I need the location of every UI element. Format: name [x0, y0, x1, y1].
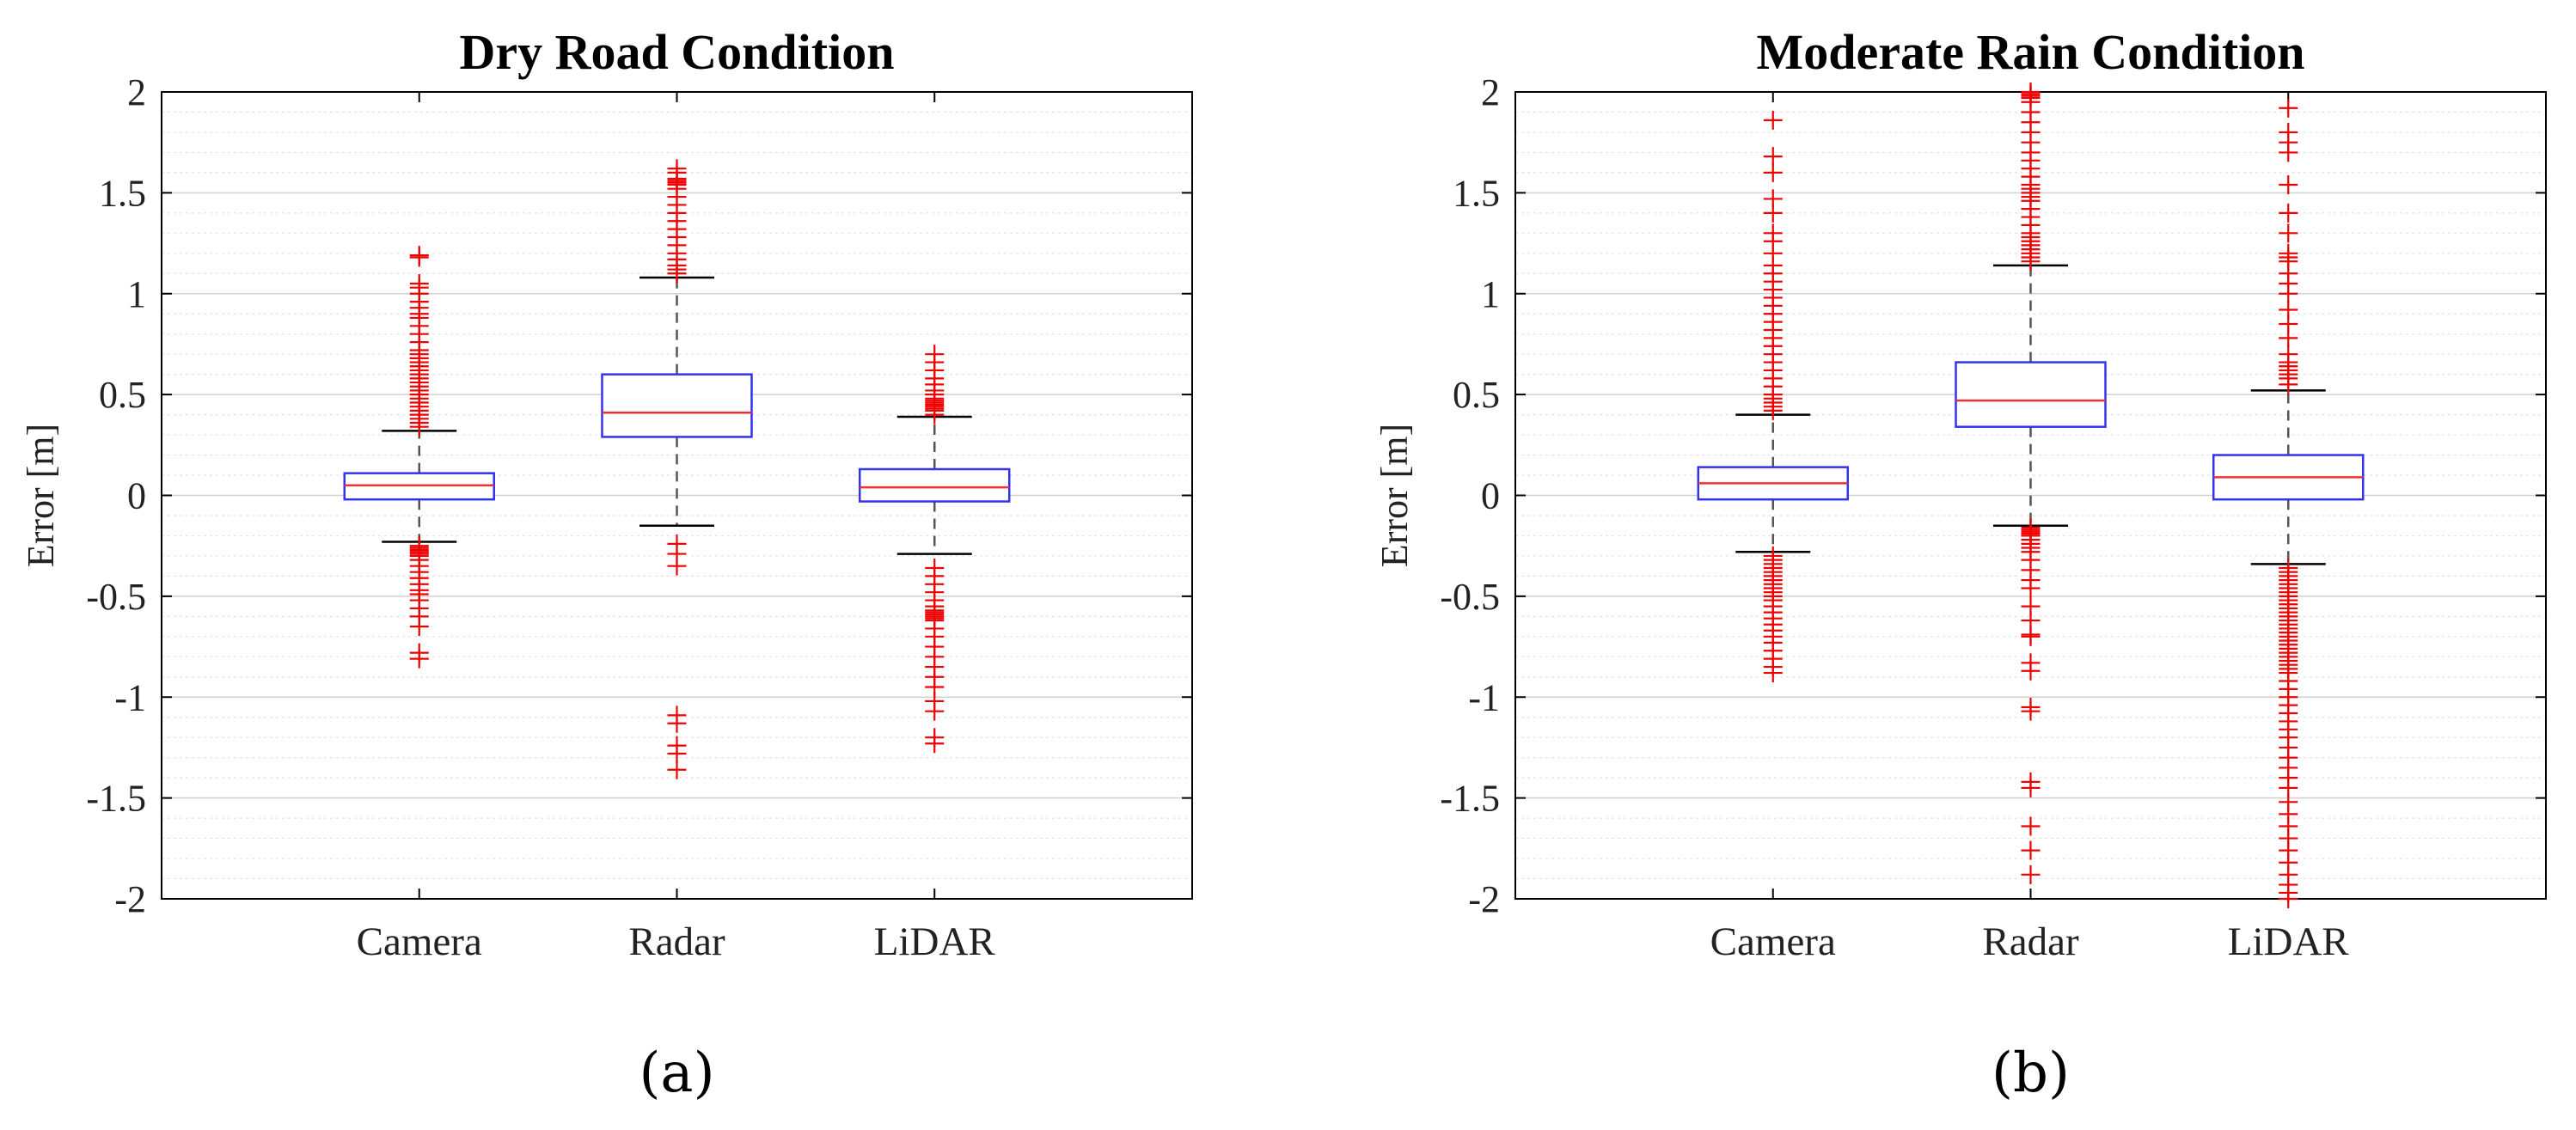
outlier-point — [667, 159, 687, 179]
iqr-box — [1955, 361, 2107, 428]
panel-label-a: (a) — [639, 1041, 714, 1105]
y-tick-label: 2 — [1481, 71, 1500, 113]
y-tick-label: -1 — [114, 676, 146, 718]
box-radar — [601, 159, 753, 779]
category-label: Radar — [628, 919, 725, 964]
outlier-point — [2279, 174, 2298, 194]
outlier-point — [409, 246, 429, 266]
outlier-point — [2279, 98, 2298, 118]
outlier-point — [2279, 122, 2298, 142]
box-radar — [1955, 82, 2107, 884]
chart-a-ylabel: Error [m] — [20, 424, 62, 567]
outlier-point — [667, 743, 687, 763]
y-tick-label: 1.5 — [99, 172, 146, 214]
outlier-point — [1763, 663, 1783, 683]
y-tick-label: -0.5 — [1440, 576, 1500, 618]
outlier-point — [1763, 162, 1783, 182]
y-tick-label: -1.5 — [1440, 778, 1500, 820]
y-tick-label: 0.5 — [1453, 374, 1500, 416]
outlier-point — [1763, 110, 1783, 130]
y-tick-label: 0.5 — [99, 374, 146, 416]
chart-b-ylabel: Error [m] — [1374, 424, 1416, 567]
outliers — [409, 246, 429, 669]
outlier-point — [667, 713, 687, 733]
outlier-point — [2021, 816, 2041, 836]
outlier-point — [2021, 778, 2041, 797]
y-tick-label: -2 — [1468, 878, 1500, 920]
outlier-point — [2021, 82, 2041, 101]
box-camera — [343, 246, 495, 669]
category-label: LiDAR — [874, 919, 996, 964]
outlier-point — [925, 734, 945, 754]
outlier-point — [925, 701, 945, 721]
outlier-point — [409, 617, 429, 637]
outlier-point — [925, 345, 945, 364]
outliers — [2021, 82, 2041, 884]
outlier-point — [2279, 889, 2298, 908]
outlier-point — [667, 760, 687, 779]
category-label: Camera — [357, 919, 482, 964]
y-tick-label: -2 — [114, 878, 146, 920]
chart-a-ticks: 2 1.5 1 0.5 0 -0.5 -1 -1.5 -2 — [86, 71, 1192, 920]
outlier-point — [667, 556, 687, 576]
outlier-point — [2279, 243, 2298, 263]
y-tick-label: 1.5 — [1453, 172, 1500, 214]
outliers — [925, 345, 945, 754]
category-label: Radar — [1982, 919, 2079, 964]
y-tick-label: 1 — [127, 273, 146, 315]
outlier-point — [1763, 189, 1783, 209]
outlier-point — [2021, 626, 2041, 646]
outliers — [667, 159, 687, 779]
outlier-point — [2021, 864, 2041, 884]
y-tick-label: 0 — [127, 475, 146, 517]
y-tick-label: 2 — [127, 71, 146, 113]
category-label: LiDAR — [2228, 919, 2350, 964]
y-tick-label: -1.5 — [86, 778, 146, 820]
outlier-point — [2279, 223, 2298, 243]
chart-b-ticks: 2 1.5 1 0.5 0 -0.5 -1 -1.5 -2 — [1440, 71, 2546, 920]
chart-b-boxes — [1697, 82, 2365, 908]
y-tick-label: -1 — [1468, 676, 1500, 718]
iqr-box — [601, 373, 753, 438]
chart-a-title: Dry Road Condition — [460, 24, 895, 80]
category-label: Camera — [1710, 919, 1836, 964]
outlier-point — [2021, 840, 2041, 860]
chart-a-categories: Camera Radar LiDAR — [357, 919, 996, 964]
outlier-point — [2021, 701, 2041, 721]
outlier-point — [2279, 300, 2298, 320]
chart-a-boxes — [343, 159, 1011, 779]
outlier-point — [2279, 345, 2298, 364]
panel-a: Dry Road Condition Error [m] 2 1.5 1 0.5 0 -0… — [20, 24, 1193, 1105]
outlier-point — [2021, 661, 2041, 681]
panel-label-b: (b) — [1992, 1041, 2070, 1105]
iqr-box — [859, 467, 1011, 503]
panel-b: Moderate Rain Condition Error [m] 2 1.5 1 0… — [1374, 24, 2547, 1105]
outlier-point — [2279, 203, 2298, 223]
chart-b-title: Moderate Rain Condition — [1757, 24, 2305, 80]
outlier-point — [1763, 147, 1783, 167]
outlier-point — [409, 649, 429, 669]
outliers — [1763, 110, 1783, 683]
outlier-point — [1763, 223, 1783, 243]
box-camera — [1697, 110, 1849, 683]
y-tick-label: 0 — [1481, 475, 1500, 517]
chart-b-categories: Camera Radar LiDAR — [1710, 919, 2350, 964]
y-tick-label: -0.5 — [86, 576, 146, 618]
outliers — [2279, 98, 2298, 908]
box-lidar — [2212, 98, 2365, 908]
y-tick-label: 1 — [1481, 273, 1500, 315]
box-lidar — [859, 345, 1011, 754]
outlier-point — [409, 274, 429, 294]
outlier-point — [2021, 578, 2041, 598]
